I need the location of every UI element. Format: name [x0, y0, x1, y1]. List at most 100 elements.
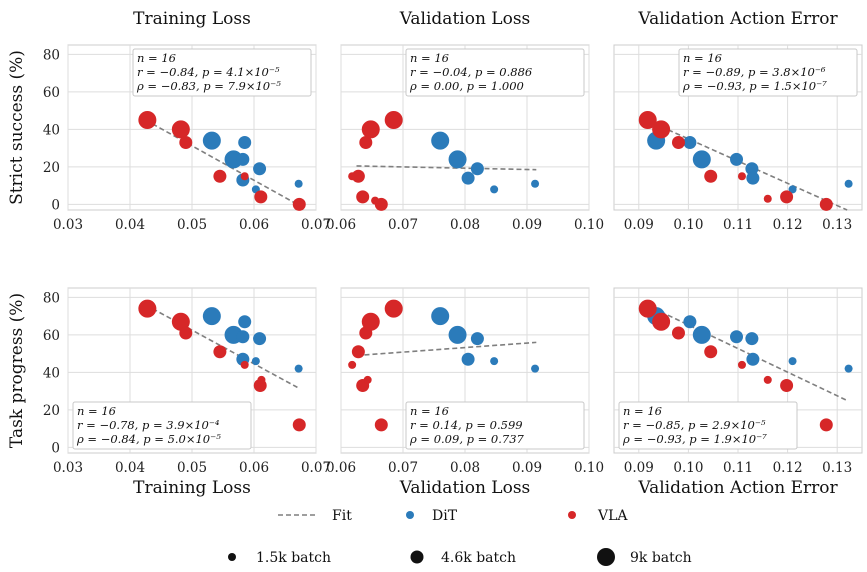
stat-n: n = 16 — [410, 404, 449, 418]
panel-0-2: 0.09 0.10 0.11 0.12 0.13 Validation Action Er… — [613, 9, 863, 233]
dit-point — [448, 150, 467, 169]
y-tick-label: 0 — [51, 440, 60, 456]
dit-point — [788, 185, 797, 194]
stat-spearman: ρ = −0.83, p = 7.9×10⁻⁵ — [136, 79, 281, 93]
dit-point — [470, 332, 484, 346]
panel-1-2: 0.09 0.10 0.11 0.12 0.13 Validation Action Er… — [613, 287, 863, 498]
dit-point — [431, 307, 450, 326]
x-tick-label: 0.05 — [177, 460, 207, 476]
stat-n: n = 16 — [137, 51, 176, 65]
x-tick-label: 0.06 — [326, 460, 356, 476]
x-tick-label: 0.11 — [723, 460, 753, 476]
vla-point — [138, 111, 157, 129]
vla-point — [737, 360, 746, 369]
vla-point — [371, 196, 380, 205]
y-tick-label: 60 — [43, 85, 60, 101]
dit-point — [461, 352, 475, 366]
vla-point — [780, 190, 794, 204]
fit-line — [356, 165, 537, 171]
legend-size-label: 1.5k batch — [256, 550, 331, 566]
stat-spearman: ρ = 0.09, p = 0.737 — [409, 432, 525, 446]
vla-point — [671, 136, 685, 149]
x-tick-label: 0.06 — [326, 217, 356, 233]
vla-point — [179, 136, 193, 149]
vla-point — [348, 360, 357, 369]
stat-pearson: r = −0.85, p = 2.9×10⁻⁵ — [623, 418, 766, 432]
vla-point — [819, 197, 833, 211]
fit-line — [145, 119, 298, 206]
legend-dit-swatch — [406, 511, 414, 519]
x-tick-label: 0.10 — [673, 217, 703, 233]
vla-point — [254, 190, 268, 204]
y-tick-label: 40 — [43, 122, 60, 138]
fit-line — [145, 304, 298, 389]
x-tick-label: 0.07 — [388, 460, 418, 476]
x-tick-label: 0.13 — [822, 217, 852, 233]
dit-point — [745, 162, 759, 176]
x-axis-label: Training Loss — [133, 478, 251, 498]
legend-vla-label: VLA — [597, 508, 628, 524]
x-tick-label: 0.06 — [239, 217, 269, 233]
vla-point — [179, 326, 193, 340]
stat-n: n = 16 — [410, 51, 449, 65]
panel-title: Validation Action Error — [637, 9, 838, 29]
x-tick-label: 0.10 — [673, 460, 703, 476]
y-tick-label: 20 — [43, 160, 60, 176]
dit-point — [294, 179, 303, 188]
x-axis-label: Validation Action Error — [637, 478, 838, 498]
x-tick-label: 0.07 — [301, 217, 331, 233]
vla-point — [652, 312, 671, 331]
panel-1-0: 0 20 40 60 80 0.03 0.04 0.05 0.06 0.07 Training Lo… — [7, 287, 331, 498]
vla-point — [763, 194, 772, 203]
x-tick-label: 0.03 — [53, 460, 83, 476]
x-tick-label: 0.09 — [512, 460, 542, 476]
y-tick-label: 40 — [43, 365, 60, 381]
y-tick-label: 60 — [43, 328, 60, 344]
x-tick-label: 0.07 — [301, 460, 331, 476]
vla-point — [638, 111, 657, 129]
vla-point — [257, 375, 266, 384]
stat-pearson: r = −0.04, p = 0.886 — [410, 65, 532, 79]
x-tick-label: 0.08 — [450, 217, 480, 233]
dit-point — [236, 152, 250, 166]
dit-point — [692, 325, 711, 344]
stat-pearson: r = −0.84, p = 4.1×10⁻⁵ — [137, 65, 280, 79]
dit-point — [448, 325, 467, 344]
dit-point — [470, 162, 484, 176]
dit-point — [431, 131, 450, 150]
vla-point — [171, 312, 190, 331]
stat-spearman: ρ = −0.93, p = 1.9×10⁻⁷ — [622, 432, 767, 446]
dit-point — [294, 364, 303, 373]
legend-dit-label: DiT — [432, 508, 458, 524]
dit-point — [844, 364, 853, 373]
panel-0-1: 0.06 0.07 0.08 0.09 0.10 Validation Loss n = 1… — [326, 9, 604, 233]
y-tick-label: 80 — [43, 47, 60, 63]
dit-point — [730, 330, 744, 344]
fit-line — [356, 341, 537, 357]
stat-spearman: ρ = −0.93, p = 1.5×10⁻⁷ — [682, 79, 827, 93]
vla-point — [704, 169, 718, 183]
vla-point — [351, 345, 365, 359]
dit-point — [730, 152, 744, 166]
fit-line — [645, 304, 848, 402]
vla-point — [361, 312, 380, 331]
dit-point — [238, 136, 252, 149]
vla-point — [292, 197, 306, 211]
legend-vla-swatch — [568, 511, 576, 519]
x-tick-label: 0.05 — [177, 217, 207, 233]
dit-point — [202, 307, 221, 326]
x-tick-label: 0.12 — [773, 460, 803, 476]
dit-point — [745, 332, 759, 346]
y-tick-label: 0 — [51, 197, 60, 213]
stat-pearson: r = −0.89, p = 3.8×10⁻⁶ — [683, 65, 826, 79]
x-tick-label: 0.04 — [115, 217, 145, 233]
y-tick-label: 80 — [43, 290, 60, 306]
stat-spearman: ρ = −0.84, p = 5.0×10⁻⁵ — [76, 432, 221, 446]
vla-point — [363, 375, 372, 384]
x-tick-label: 0.10 — [574, 217, 604, 233]
stats-box — [405, 48, 585, 97]
stats-box — [405, 401, 585, 450]
stat-n: n = 16 — [77, 404, 116, 418]
x-tick-label: 0.04 — [115, 460, 145, 476]
